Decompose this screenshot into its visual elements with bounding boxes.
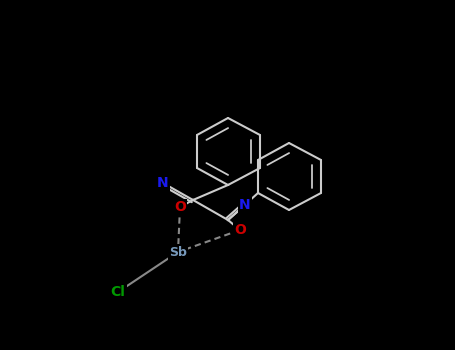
Text: Cl: Cl (111, 285, 126, 299)
Text: O: O (174, 200, 186, 214)
Text: N: N (239, 198, 251, 212)
Text: O: O (234, 223, 246, 237)
Text: N: N (157, 176, 169, 190)
Text: Sb: Sb (169, 245, 187, 259)
